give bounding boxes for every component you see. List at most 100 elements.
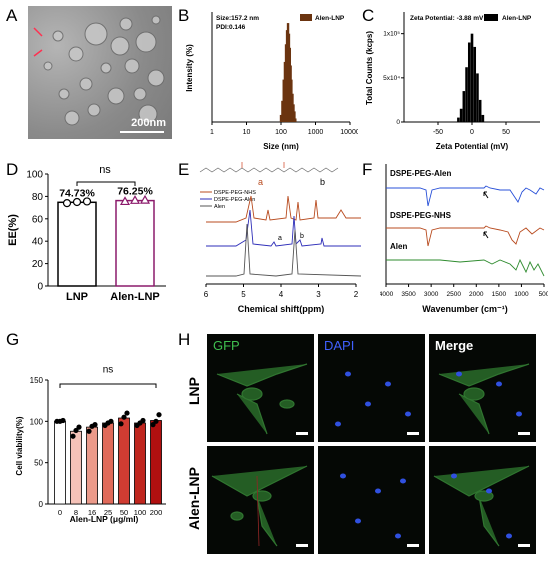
panel-letter-c: C bbox=[362, 6, 375, 25]
chart-c-bar bbox=[481, 114, 485, 122]
panel-letter-g: G bbox=[6, 330, 20, 349]
chart-e-spectrum-alen-peg bbox=[206, 209, 361, 247]
chart-c-ytick-label: 0 bbox=[396, 119, 400, 126]
chart-f-arrow-1 bbox=[483, 191, 489, 199]
chart-f-spectrum-alen-peg bbox=[386, 185, 545, 207]
chart-b-annotation-pdi: PDI:0.146 bbox=[216, 24, 246, 31]
chart-g-point bbox=[76, 424, 82, 430]
chart-c-legend-swatch bbox=[484, 14, 498, 21]
chart-b-xtick-label: 1 bbox=[210, 129, 214, 136]
chart-b-bars bbox=[279, 23, 297, 123]
chart-c-xlabel: Zeta Potential (mV) bbox=[436, 142, 509, 151]
chart-d-point bbox=[129, 195, 141, 204]
chart-e-xtick-label: 4 bbox=[279, 290, 284, 299]
micro-scale-bar bbox=[518, 544, 530, 547]
chart-b-ylabel: Intensity (%) bbox=[185, 44, 194, 92]
chart-g-point bbox=[108, 418, 114, 424]
chart-f-spectrum-alen bbox=[386, 258, 545, 277]
chart-g-bars: 0 8 16 25 50 100 200 bbox=[54, 410, 162, 517]
chart-e-xtick-label: 3 bbox=[316, 290, 321, 299]
chart-g-point bbox=[153, 418, 159, 424]
chart-d-point bbox=[62, 199, 72, 208]
chart-b-legend-label: Alen-LNP bbox=[315, 15, 345, 22]
chart-c-bar bbox=[478, 99, 482, 122]
chart-c-xtick-label: 50 bbox=[502, 129, 510, 136]
chart-g-bar bbox=[134, 422, 146, 505]
chart-f-ticks: 4000 3500 3000 2500 2000 1500 1000 500 bbox=[380, 284, 548, 298]
chart-b-annotation-size: Size:157.2 nm bbox=[216, 15, 259, 22]
chart-e-spectrum-alen bbox=[206, 223, 362, 277]
chart-e-xtick-label: 6 bbox=[204, 290, 209, 299]
chart-g-point bbox=[150, 422, 156, 428]
chart-e-legend: DSPE-PEG-NHS DSPE-PEG-Alen Alen bbox=[200, 190, 256, 210]
chart-g-point bbox=[121, 414, 127, 420]
chart-g-xtick-label: 50 bbox=[120, 508, 128, 517]
panel-h-row-lnp: LNP bbox=[186, 377, 202, 405]
chart-g-point bbox=[60, 417, 66, 424]
chart-g-bar bbox=[150, 420, 162, 505]
chart-d-xtick-label: Alen-LNP bbox=[110, 291, 160, 303]
chart-c-bar bbox=[473, 46, 477, 122]
chart-g-bar bbox=[118, 417, 130, 505]
chart-b-bar bbox=[293, 111, 296, 122]
chart-g-point bbox=[156, 412, 162, 418]
chart-g-ylabel: Cell viability(%) bbox=[15, 416, 24, 475]
chart-f-spectrum-nhs bbox=[386, 225, 545, 247]
chart-e-struct-label-a: a bbox=[258, 177, 263, 187]
panel-letter-f: F bbox=[362, 160, 373, 179]
chart-d-ytick-label: 60 bbox=[32, 214, 44, 225]
chart-g-bar bbox=[54, 420, 66, 505]
chart-d-point bbox=[139, 194, 151, 204]
micro-lnp-gfp: GFP bbox=[207, 334, 314, 442]
chart-g-point bbox=[73, 427, 79, 434]
chart-d-significance: ns bbox=[99, 164, 111, 176]
chart-g-significance: ns bbox=[103, 364, 114, 375]
chart-c-annotation: Zeta Potential: -3.88 mV bbox=[410, 15, 484, 22]
chart-c-bar bbox=[459, 108, 463, 122]
chart-b-xtick-label: 10 bbox=[243, 129, 251, 136]
chart-b-size-distribution: Intensity (%) Size (nm) Size:157.2 nm PD… bbox=[185, 12, 358, 151]
chart-d-point bbox=[119, 196, 131, 206]
chart-d-data-label: 76.25% bbox=[117, 186, 153, 198]
micro-label-merge: Merge bbox=[435, 338, 474, 353]
chart-d-ytick-label: 20 bbox=[32, 259, 44, 270]
chart-c-bar bbox=[467, 42, 471, 122]
chart-g-ytick-label: 100 bbox=[30, 417, 44, 426]
scale-label: 200nm bbox=[131, 117, 166, 129]
chart-f-ftir: DSPE-PEG-Alen DSPE-PEG-NHS Alen Wavenumb… bbox=[380, 164, 548, 314]
chart-g-xtick-label: 100 bbox=[134, 508, 147, 517]
chart-g-point bbox=[124, 410, 130, 416]
chart-b-xlabel: Size (nm) bbox=[263, 142, 299, 151]
chart-e-nmr: a b DSPE-PEG-NHS DSPE-PEG-Alen Alen a b … bbox=[199, 162, 362, 314]
chart-c-xtick-label: -50 bbox=[433, 129, 443, 136]
chart-g-bar bbox=[102, 422, 114, 505]
chart-d-data-label: 74.73% bbox=[59, 187, 95, 199]
chart-f-xtick-label: 1500 bbox=[492, 291, 507, 298]
micro-alen-gfp bbox=[207, 446, 314, 554]
chart-d-ylabel: EE(%) bbox=[7, 214, 19, 246]
tem-image: 200nm bbox=[28, 6, 172, 139]
micro-label-gfp: GFP bbox=[213, 338, 240, 353]
micro-lnp-merge: Merge bbox=[429, 334, 536, 442]
chart-b-xtick-label: 10000 bbox=[340, 129, 358, 136]
panel-letter-e: E bbox=[178, 160, 190, 179]
chart-d-ytick-label: 100 bbox=[26, 170, 43, 181]
panel-letter-h: H bbox=[178, 330, 191, 349]
chart-g-xtick-label: 25 bbox=[104, 508, 112, 517]
chart-f-arrow-2 bbox=[483, 231, 489, 239]
chart-e-peak-a: a bbox=[278, 235, 282, 242]
chart-c-ylabel: Total Counts (kcps) bbox=[365, 31, 374, 105]
chart-c-bar bbox=[465, 67, 468, 122]
chart-g-point bbox=[118, 421, 124, 427]
panel-letter-b: B bbox=[178, 6, 190, 25]
panel-letter-a: A bbox=[6, 6, 18, 25]
chart-b-bar bbox=[281, 100, 284, 122]
chart-d-bars: 74.73% LNP 76.25% Alen-LNP bbox=[57, 186, 160, 303]
chart-g-significance-bracket bbox=[59, 383, 157, 388]
chart-d-bar bbox=[115, 199, 155, 287]
micro-scale-bar bbox=[296, 544, 308, 547]
chart-e-peak-b: b bbox=[300, 233, 304, 240]
chart-f-xtick-label: 4000 bbox=[380, 291, 394, 298]
chart-g-xtick-label: 8 bbox=[74, 508, 78, 517]
micro-alen-dapi bbox=[318, 446, 425, 554]
